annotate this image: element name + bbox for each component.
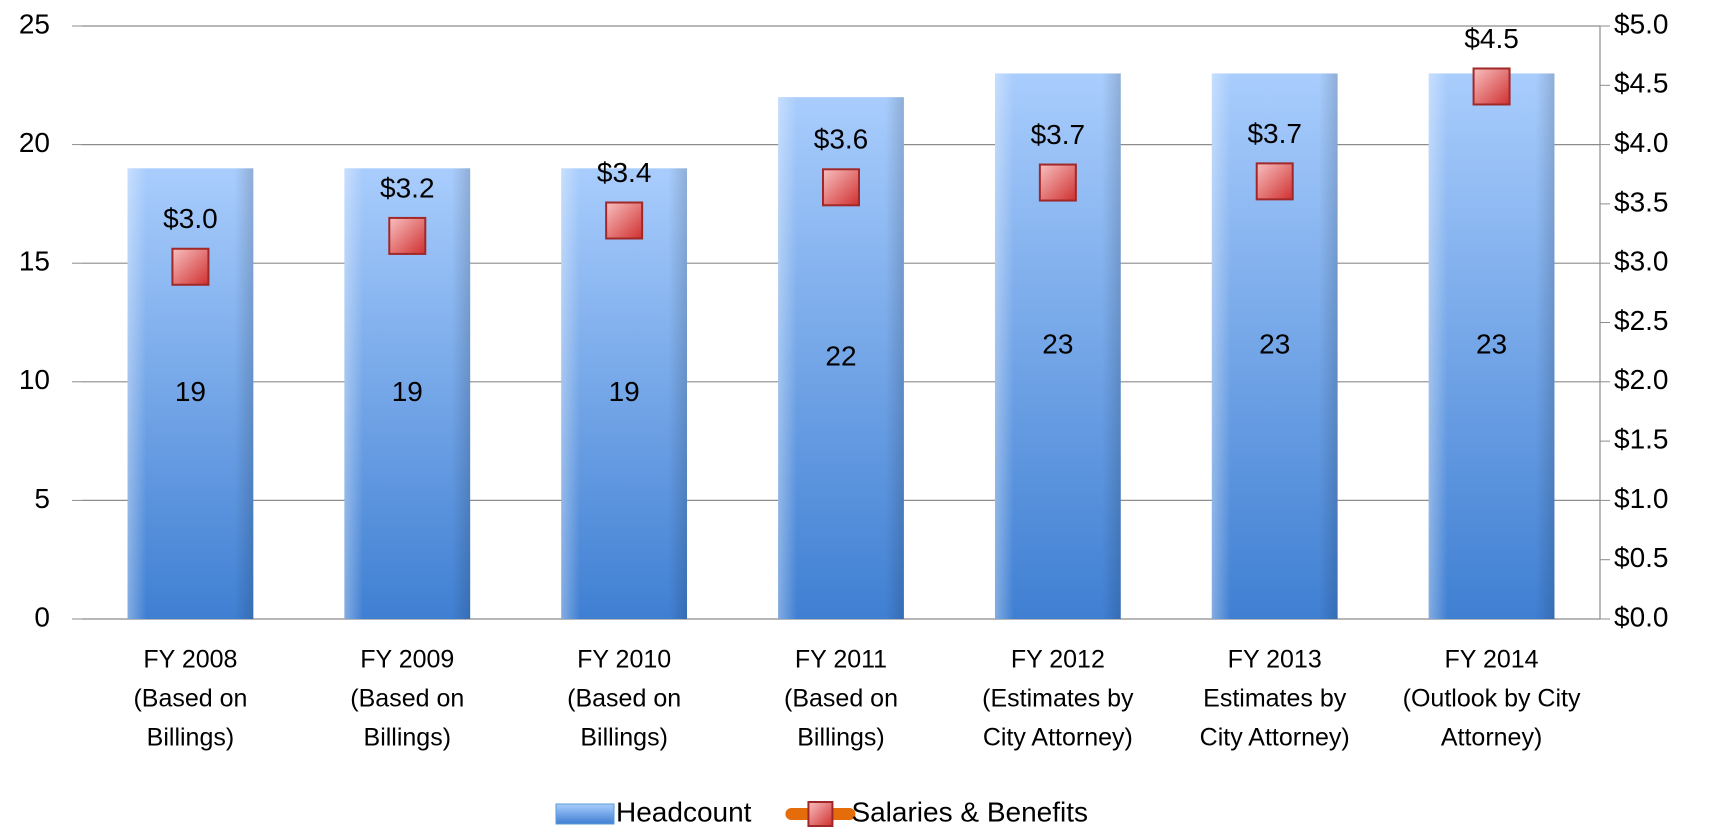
- y2-tick-label: $4.5: [1614, 68, 1669, 99]
- y-tick-label: 10: [19, 364, 50, 395]
- bar-shade: [1428, 73, 1555, 619]
- x-tick-label: Billings): [147, 724, 235, 752]
- y2-tick-label: $1.0: [1614, 483, 1669, 514]
- line-marker: [605, 201, 644, 240]
- x-tick-label: FY 2009: [360, 646, 454, 674]
- line-value-label: $3.7: [1247, 118, 1302, 149]
- y2-tick-label: $3.5: [1614, 186, 1669, 217]
- bar-value-label: 19: [175, 376, 206, 407]
- bar-value-label: 22: [825, 340, 856, 371]
- x-tick-label: FY 2008: [143, 646, 237, 674]
- x-tick-label: Billings): [797, 724, 885, 752]
- bar-value-label: 23: [1259, 329, 1290, 360]
- line-marker: [1472, 67, 1511, 106]
- x-tick-label: FY 2010: [577, 646, 671, 674]
- line-value-label: $3.2: [380, 172, 435, 203]
- x-tick-label: FY 2014: [1445, 646, 1539, 674]
- line-value-label: $3.4: [597, 157, 652, 188]
- bar-shade: [127, 168, 254, 619]
- line-value-label: $3.0: [163, 203, 218, 234]
- line-marker: [388, 216, 427, 255]
- x-tick-label: FY 2011: [795, 646, 887, 674]
- y2-tick-label: $0.5: [1614, 542, 1669, 573]
- line-value-label: $3.6: [814, 124, 869, 155]
- y2-tick-label: $2.0: [1614, 364, 1669, 395]
- x-tick-label: (Based on: [784, 685, 898, 713]
- line-marker: [822, 168, 860, 207]
- x-tick-label: Billings): [580, 724, 668, 752]
- x-tick-label: (Based on: [133, 685, 247, 713]
- y2-tick-label: $4.0: [1614, 127, 1669, 158]
- line-marker: [1038, 163, 1077, 202]
- bar-value-label: 23: [1042, 329, 1073, 360]
- y-tick-label: 20: [19, 127, 50, 158]
- bar-shade: [561, 168, 688, 619]
- legend-marker: [807, 801, 834, 827]
- y2-tick-label: $1.5: [1614, 423, 1669, 454]
- x-tick-label: Attorney): [1441, 724, 1542, 752]
- line-value-label: $3.7: [1031, 119, 1086, 150]
- line-marker: [1255, 162, 1294, 201]
- y2-tick-label: $5.0: [1614, 8, 1669, 39]
- x-tick-label: Estimates by: [1203, 685, 1347, 713]
- y-tick-label: 25: [19, 8, 50, 39]
- y-tick-label: 5: [34, 483, 50, 514]
- x-tick-label: City Attorney): [1200, 724, 1350, 752]
- x-tick-label: (Based on: [350, 685, 464, 713]
- line-value-label: $4.5: [1464, 23, 1519, 54]
- x-tick-label: (Outlook by City: [1403, 685, 1581, 713]
- x-tick-label: FY 2013: [1228, 646, 1322, 674]
- y2-tick-label: $0.0: [1614, 601, 1669, 632]
- x-tick-label: FY 2012: [1011, 646, 1105, 674]
- y2-tick-label: $3.0: [1614, 246, 1669, 277]
- legend-label: Salaries & Benefits: [851, 796, 1088, 827]
- legend-swatch: [555, 803, 615, 825]
- x-tick-label: City Attorney): [983, 724, 1133, 752]
- legend: Headcount Salaries & Benefits: [555, 796, 1088, 827]
- y-tick-label: 15: [19, 246, 50, 277]
- bar-value-label: 23: [1476, 329, 1507, 360]
- x-tick-label: (Based on: [567, 685, 681, 713]
- bar-value-label: 19: [392, 376, 423, 407]
- x-tick-label: (Estimates by: [982, 685, 1134, 713]
- line-marker: [171, 247, 210, 286]
- legend-label: Headcount: [616, 796, 752, 827]
- y2-tick-label: $2.5: [1614, 305, 1669, 336]
- y-tick-label: 0: [34, 601, 50, 632]
- bar-value-label: 19: [609, 376, 640, 407]
- x-tick-label: Billings): [364, 724, 452, 752]
